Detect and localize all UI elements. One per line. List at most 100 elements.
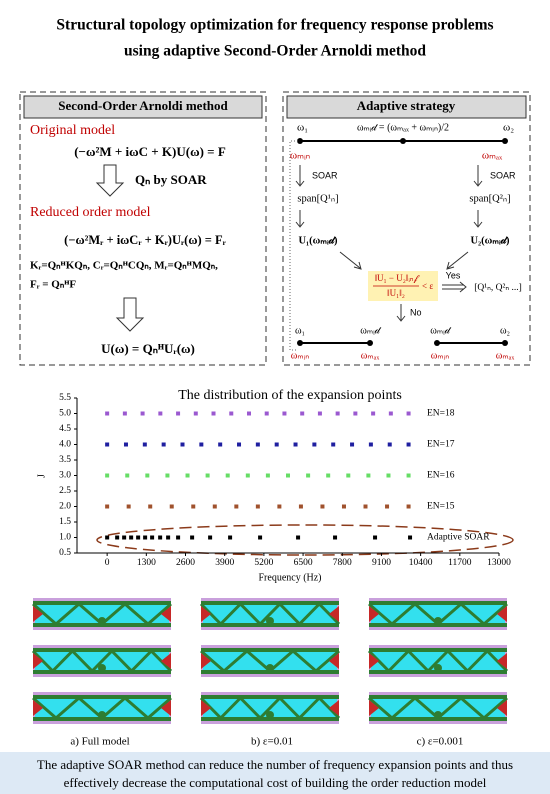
panel-header-box — [286, 95, 527, 119]
series-label: Adaptive SOAR — [427, 533, 490, 543]
y-tick-label: 1.5 — [59, 517, 71, 527]
step-label: SOAR — [490, 170, 516, 180]
feedback-line — [289, 140, 298, 351]
point — [371, 411, 376, 416]
point — [125, 473, 130, 478]
point — [136, 535, 141, 540]
point — [387, 442, 392, 447]
point — [317, 411, 322, 416]
point — [115, 535, 120, 540]
point — [208, 535, 213, 540]
freq-label: ω₂ — [500, 325, 510, 336]
freq-label: ωₘᵢ𝒹 = (ωₘₐₓ + ωₘᵢₙ)/2 — [357, 122, 449, 133]
point — [105, 442, 110, 447]
structure-truss — [367, 648, 509, 674]
point — [312, 442, 317, 447]
point — [400, 138, 406, 144]
point — [368, 442, 373, 447]
point — [122, 411, 127, 416]
structure-chord — [201, 695, 339, 699]
y-tick-label: 5.5 — [59, 393, 71, 403]
freq-label: ω₁ — [297, 122, 308, 134]
freq-label: ω₁ — [295, 325, 305, 336]
structure-chord — [369, 695, 507, 699]
point — [255, 504, 260, 509]
panel-header-box — [23, 95, 263, 119]
title-line: using adaptive Second-Order Arnoldi meth… — [124, 43, 426, 60]
point — [246, 411, 251, 416]
x-tick-label: 3900 — [215, 558, 234, 568]
highlight-ellipse — [96, 524, 514, 556]
point — [502, 138, 508, 144]
point — [105, 535, 110, 540]
point — [388, 411, 393, 416]
point — [191, 504, 196, 509]
freq-label: ωₘₐₓ — [361, 350, 380, 361]
point — [335, 411, 340, 416]
point — [502, 340, 508, 346]
panel-frame — [19, 91, 267, 366]
span-label: span[Q¹ₙ] — [297, 193, 338, 204]
step-label: Qₙ by SOAR — [135, 172, 207, 187]
structure-void — [371, 698, 505, 718]
chart-title: The distribution of the expansion points — [178, 388, 402, 403]
point — [341, 504, 346, 509]
arrow — [295, 210, 305, 228]
structure-chord — [33, 695, 171, 699]
structure-chord — [369, 601, 507, 605]
equation: (−ω²M + iωC + K)U(ω) = F — [74, 144, 226, 159]
point — [264, 411, 269, 416]
point — [353, 411, 358, 416]
point — [122, 535, 127, 540]
freq-label: ωₘᵢ𝒹 — [430, 325, 451, 336]
response-label: U₁(ωₘᵢ𝒹) — [298, 235, 338, 246]
point — [126, 504, 131, 509]
point — [193, 411, 198, 416]
point — [105, 504, 110, 509]
point — [406, 504, 411, 509]
structure-mass — [266, 664, 274, 672]
point — [105, 411, 110, 416]
structure-chord — [33, 648, 171, 652]
point — [274, 442, 279, 447]
panel-frame — [282, 91, 531, 366]
point — [296, 535, 301, 540]
panel-header: Adaptive strategy — [357, 98, 456, 113]
freq-label: ωₘᵢ𝒹 — [360, 325, 381, 336]
x-tick-label: 7800 — [333, 558, 352, 568]
point — [385, 504, 390, 509]
y-tick-label: 2.5 — [59, 486, 71, 496]
point — [228, 535, 233, 540]
structure-truss — [199, 695, 341, 721]
x-axis-label: Frequency (Hz) — [258, 572, 321, 583]
arrow — [473, 210, 483, 228]
x-tick-label: 0 — [105, 558, 110, 568]
footer-band — [0, 752, 550, 794]
point — [277, 504, 282, 509]
point — [386, 473, 391, 478]
x-tick-label: 6500 — [294, 558, 313, 568]
point — [123, 442, 128, 447]
structure-void — [371, 604, 505, 624]
criterion: ‖U₁ − U₂‖ᵢₙ𝒻 — [375, 273, 421, 283]
equation: U(ω) = QₙᴴUᵣ(ω) — [101, 341, 195, 356]
point — [234, 504, 239, 509]
freq-label: ωₘᵢₙ — [291, 350, 309, 361]
response-label: U₂(ωₘᵢ𝒹) — [470, 235, 510, 246]
freq-label: ωₘᵢₙ — [431, 350, 449, 361]
point — [165, 473, 170, 478]
y-tick-label: 1.0 — [59, 533, 71, 543]
point — [140, 411, 145, 416]
point — [331, 442, 336, 447]
point — [406, 473, 411, 478]
point — [158, 535, 163, 540]
point — [199, 442, 204, 447]
structure-void — [35, 698, 169, 718]
point — [145, 473, 150, 478]
point — [333, 535, 338, 540]
point — [229, 411, 234, 416]
span-label: span[Q²ₙ] — [469, 193, 510, 204]
point — [434, 340, 440, 346]
series-label: EN=17 — [427, 440, 455, 450]
